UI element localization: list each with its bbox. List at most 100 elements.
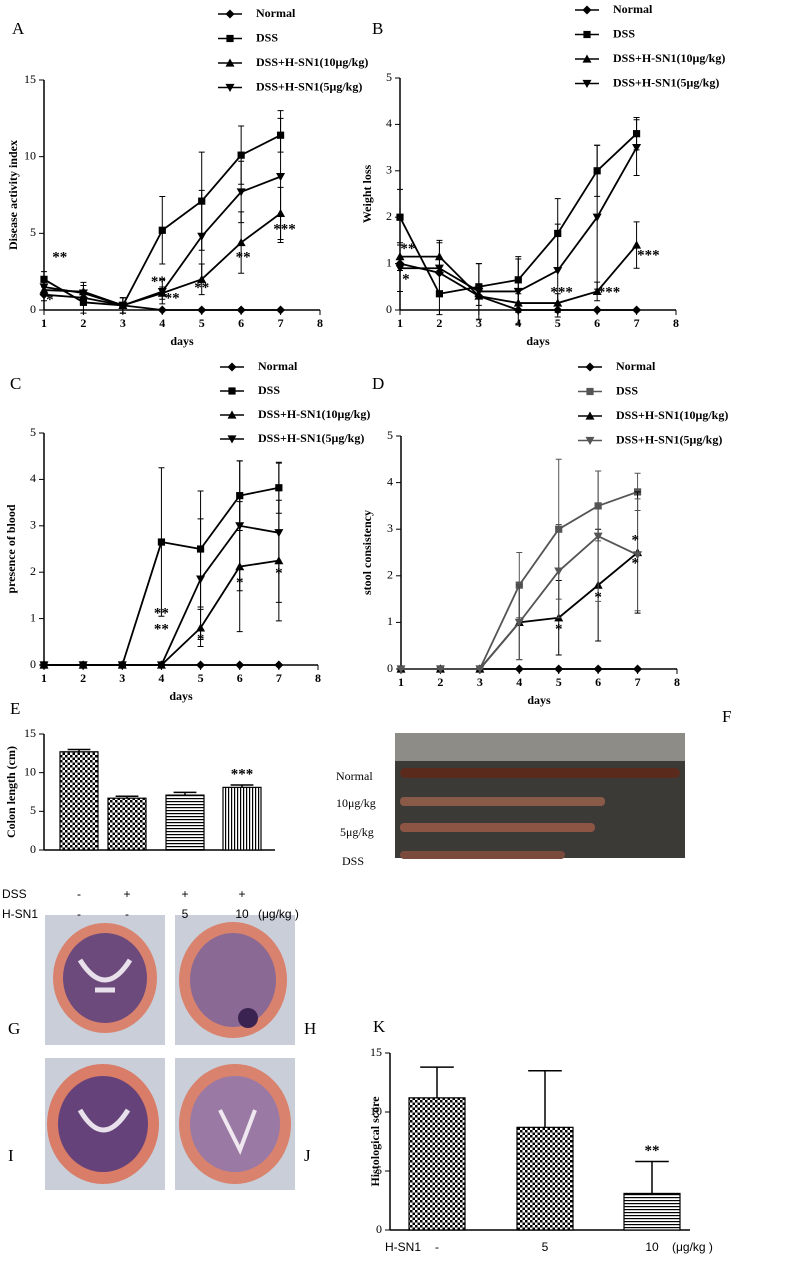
marker bbox=[396, 213, 404, 221]
marker bbox=[78, 661, 88, 670]
significance: * bbox=[197, 631, 205, 647]
marker bbox=[593, 664, 603, 674]
marker bbox=[593, 532, 603, 541]
significance: ** bbox=[236, 249, 251, 265]
marker bbox=[513, 287, 523, 296]
marker bbox=[227, 410, 237, 419]
marker bbox=[236, 188, 246, 197]
y-tick-label: 3 bbox=[387, 521, 393, 535]
significance: * bbox=[555, 621, 563, 637]
legend-label: DSS+H-SN1(10μg/kg) bbox=[613, 51, 725, 65]
x-tick-label: 6 bbox=[237, 671, 243, 685]
marker bbox=[236, 305, 246, 315]
x-tick-label: 7 bbox=[278, 316, 284, 330]
significance: ** bbox=[165, 291, 180, 307]
panel-letter: C bbox=[10, 374, 21, 393]
y-axis-label: stool consistency bbox=[360, 510, 374, 595]
x-axis-label: days bbox=[526, 334, 550, 348]
legend-label: DSS bbox=[616, 383, 638, 397]
marker bbox=[395, 264, 405, 273]
x-tick-label: 6 bbox=[594, 316, 600, 330]
significance: * bbox=[46, 292, 54, 308]
x-axis-label: days bbox=[527, 693, 551, 707]
row-cell: - bbox=[435, 1240, 439, 1254]
photo-label: 10μg/kg bbox=[336, 796, 376, 810]
legend-label: DSS bbox=[258, 383, 280, 397]
marker bbox=[237, 151, 245, 159]
marker bbox=[582, 79, 592, 88]
marker bbox=[554, 664, 564, 674]
bar bbox=[516, 1126, 574, 1231]
x-tick-label: 8 bbox=[315, 671, 321, 685]
significance: * bbox=[236, 575, 244, 591]
significance: ** bbox=[151, 274, 166, 290]
marker bbox=[582, 5, 592, 15]
marker bbox=[225, 58, 235, 67]
marker bbox=[632, 240, 642, 249]
marker bbox=[276, 305, 286, 315]
marker bbox=[585, 436, 595, 445]
marker bbox=[632, 305, 642, 315]
y-tick-label: 4 bbox=[30, 471, 36, 485]
x-tick-label: 5 bbox=[555, 316, 561, 330]
y-tick-label: 5 bbox=[376, 1163, 382, 1177]
y-tick-label: 5 bbox=[30, 803, 36, 817]
photo-label: Normal bbox=[336, 769, 373, 783]
x-tick-label: 4 bbox=[159, 316, 165, 330]
marker bbox=[158, 226, 166, 234]
y-tick-label: 5 bbox=[387, 428, 393, 442]
y-tick-label: 2 bbox=[387, 568, 393, 582]
marker bbox=[514, 664, 524, 674]
marker bbox=[39, 283, 49, 292]
y-tick-label: 0 bbox=[376, 1222, 382, 1236]
panel-letter: A bbox=[12, 19, 25, 38]
photo-label: 5μg/kg bbox=[340, 825, 374, 839]
y-tick-label: 10 bbox=[24, 764, 36, 778]
y-tick-label: 5 bbox=[386, 70, 392, 84]
marker bbox=[396, 665, 406, 674]
significance: *** bbox=[550, 284, 573, 300]
y-tick-label: 5 bbox=[30, 225, 36, 239]
marker bbox=[197, 232, 207, 241]
legend-label: DSS+H-SN1(10μg/kg) bbox=[256, 55, 368, 69]
marker bbox=[227, 362, 237, 372]
marker bbox=[514, 618, 524, 627]
error-bar bbox=[528, 1069, 562, 1128]
x-unit: (μg/kg ) bbox=[258, 907, 299, 921]
significance: *** bbox=[273, 222, 296, 238]
marker bbox=[585, 362, 595, 372]
marker bbox=[474, 287, 484, 296]
x-tick-label: 7 bbox=[276, 671, 282, 685]
colon-photo bbox=[395, 733, 685, 859]
marker bbox=[156, 661, 166, 670]
marker bbox=[585, 411, 595, 420]
legend-label: DSS+H-SN1(10μg/kg) bbox=[258, 407, 370, 421]
y-tick-label: 15 bbox=[24, 72, 36, 86]
marker bbox=[196, 575, 206, 584]
x-tick-label: 1 bbox=[397, 316, 403, 330]
x-tick-label: 5 bbox=[198, 671, 204, 685]
error-bar bbox=[420, 1066, 454, 1098]
marker bbox=[592, 286, 602, 296]
y-tick-label: 0 bbox=[30, 302, 36, 316]
marker bbox=[157, 305, 167, 315]
y-tick-label: 2 bbox=[30, 564, 36, 578]
y-tick-label: 0 bbox=[387, 661, 393, 675]
marker bbox=[235, 660, 245, 670]
y-tick-label: 10 bbox=[24, 148, 36, 162]
x-unit: (μg/kg ) bbox=[672, 1240, 713, 1254]
x-tick-label: 8 bbox=[673, 316, 679, 330]
marker bbox=[118, 301, 128, 310]
significance: * bbox=[402, 271, 410, 287]
marker bbox=[553, 266, 563, 276]
bar bbox=[107, 797, 147, 851]
x-tick-label: 2 bbox=[80, 671, 86, 685]
y-tick-label: 5 bbox=[30, 425, 36, 439]
y-tick-label: 3 bbox=[30, 518, 36, 532]
x-tick-label: 8 bbox=[317, 316, 323, 330]
legend-label: DSS bbox=[613, 26, 635, 40]
x-tick-label: 5 bbox=[556, 675, 562, 689]
y-axis-label: Histological score bbox=[368, 1096, 382, 1187]
x-tick-label: 2 bbox=[80, 316, 86, 330]
